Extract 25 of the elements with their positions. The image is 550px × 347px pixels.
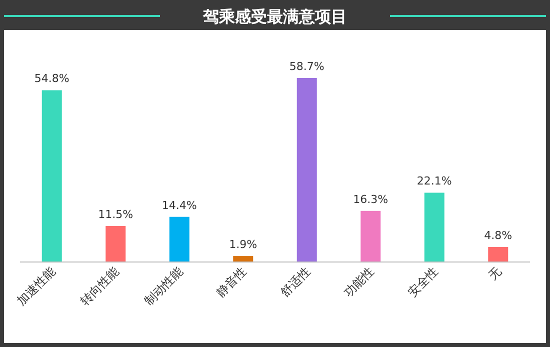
- chart-title: 驾乘感受最满意项目: [202, 7, 347, 26]
- data-label: 11.5%: [98, 208, 134, 221]
- x-tick-label: 加速性能: [14, 264, 58, 308]
- data-label: 16.3%: [353, 192, 388, 206]
- bar: [42, 90, 62, 262]
- bar: [424, 192, 444, 262]
- bar: [106, 226, 126, 262]
- bar: [296, 78, 317, 262]
- bar: [233, 256, 254, 262]
- bar: [488, 246, 508, 262]
- data-label: 54.8%: [34, 72, 70, 86]
- bar: [360, 210, 381, 262]
- bar: [169, 216, 190, 262]
- x-tick-label: 静音性: [214, 264, 250, 300]
- data-label: 58.7%: [289, 60, 324, 73]
- x-tick-label: 制动性能: [142, 264, 186, 308]
- x-tick-label: 转向性能: [78, 264, 122, 308]
- data-label: 22.1%: [416, 174, 452, 188]
- data-label: 14.4%: [162, 198, 197, 212]
- data-label: 1.9%: [229, 238, 258, 252]
- x-tick-label: 安全性: [405, 264, 440, 300]
- x-tick-label: 舒适性: [278, 264, 313, 300]
- x-tick-label: 无: [486, 264, 504, 283]
- data-label: 4.8%: [484, 228, 512, 242]
- x-tick-label: 功能性: [341, 264, 377, 300]
